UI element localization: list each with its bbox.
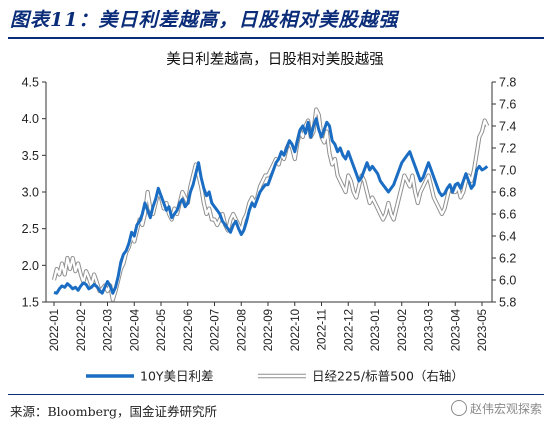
source-note: 来源：Bloomberg，国金证券研究所 (10, 404, 217, 419)
right-y-tick-label: 6.4 (499, 230, 516, 244)
left-y-tick-label: 1.5 (22, 296, 39, 310)
chart-title: 美日利差越高，日股相对美股越强 (166, 51, 384, 68)
footer-rule (8, 394, 544, 395)
x-tick-label: 2022-12 (343, 309, 355, 351)
legend-label-nikkei-sp500: 日经225/标普500（右轴） (312, 369, 464, 384)
x-tick-label: 2022-01 (49, 309, 61, 351)
x-tick-label: 2022-05 (156, 309, 168, 351)
series-line-us-jp-spread (53, 117, 489, 295)
x-tick-label: 2022-04 (129, 308, 141, 351)
right-y-tick-label: 7.0 (499, 164, 516, 178)
figure-footer: 来源：Bloomberg，国金证券研究所 赵伟宏观探索 (0, 394, 550, 423)
left-y-tick-label: 3.0 (22, 186, 39, 200)
left-y-tick-label: 2.0 (22, 259, 39, 273)
x-tick-label: 2023-05 (477, 309, 489, 351)
right-y-tick-label: 7.4 (499, 120, 516, 134)
right-y-tick-label: 7.8 (499, 76, 516, 90)
watermark-text: 赵伟宏观探索 (469, 402, 542, 416)
right-y-tick-label: 6.0 (499, 274, 516, 288)
right-y-tick-label: 6.6 (499, 208, 516, 222)
series-layer (51, 107, 490, 302)
figure-title: 图表11：美日利差越高，日股相对美股越强 (10, 9, 399, 31)
right-y-tick-label: 6.2 (499, 252, 516, 266)
x-tick-label: 2023-04 (450, 308, 462, 351)
legend: 10Y美日利差 日经225/标普500（右轴） (86, 369, 464, 384)
left-y-tick-label: 4.0 (22, 112, 39, 126)
left-y-tick-label: 2.5 (22, 222, 39, 236)
x-tick-label: 2022-08 (236, 309, 248, 351)
x-tick-label: 2023-03 (424, 309, 436, 351)
right-y-tick-label: 7.2 (499, 142, 516, 156)
x-tick-label: 2022-10 (290, 309, 302, 351)
x-tick-label: 2023-01 (370, 309, 382, 351)
left-y-tick-label: 3.5 (22, 149, 39, 163)
x-tick-label: 2022-11 (317, 309, 329, 350)
x-tick-label: 2022-09 (263, 309, 275, 351)
dual-axis-line-chart: 美日利差越高，日股相对美股越强 1.5 2.0 2.5 3.0 3.5 4.0 4.5 5.8… (22, 51, 517, 384)
title-rule (8, 37, 544, 39)
watermark: 赵伟宏观探索 (450, 400, 542, 417)
right-y-tick-label: 5.8 (499, 296, 516, 310)
x-tick-label: 2023-02 (397, 309, 409, 351)
x-tick-label: 2022-06 (183, 309, 195, 351)
left-y-tick-label: 4.5 (22, 76, 39, 90)
x-tick-label: 2022-02 (76, 309, 88, 351)
x-tick-label: 2022-07 (210, 309, 222, 351)
figure-header: 图表11：美日利差越高，日股相对美股越强 (0, 0, 550, 40)
x-tick-label: 2022-03 (103, 309, 115, 351)
wechat-icon (450, 400, 467, 416)
axes: 1.5 2.0 2.5 3.0 3.5 4.0 4.5 5.8 6.0 6.2 6.4 6.6 6.8 7… (22, 76, 517, 352)
chart-container: 美日利差越高，日股相对美股越强 1.5 2.0 2.5 3.0 3.5 4.0 4.5 5.8… (0, 44, 550, 392)
legend-label-us-jp-spread: 10Y美日利差 (140, 369, 214, 384)
right-y-tick-label: 6.8 (499, 186, 516, 200)
right-y-tick-label: 7.6 (499, 98, 516, 112)
